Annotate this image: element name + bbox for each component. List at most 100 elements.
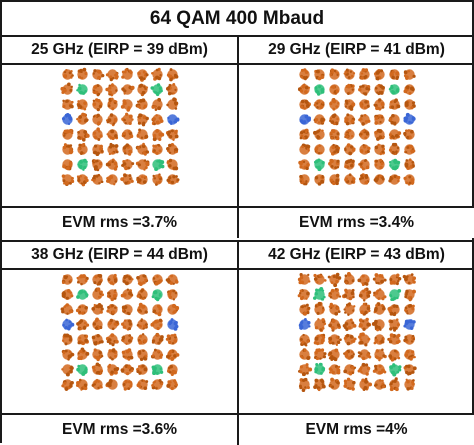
constellation-symbol xyxy=(136,174,148,185)
constellation-symbol xyxy=(121,304,133,316)
pilot-symbol-green xyxy=(76,364,88,376)
constellation-symbol xyxy=(151,67,163,81)
constellation-symbol xyxy=(136,364,148,375)
constellation-symbol xyxy=(313,333,326,346)
constellation-symbol xyxy=(135,98,148,110)
constellation-symbol xyxy=(313,114,326,125)
constellation-symbol xyxy=(152,129,165,142)
constellation-symbol xyxy=(136,128,149,140)
constellation-symbol xyxy=(92,287,104,300)
constellation-symbol xyxy=(137,349,148,362)
pilot-symbol-green xyxy=(151,289,163,302)
constellation-symbol xyxy=(344,83,355,95)
constellation-symbol xyxy=(77,67,88,80)
constellation-symbol xyxy=(60,82,73,95)
constellation-symbol xyxy=(358,114,371,126)
constellation-symbol xyxy=(328,334,342,346)
constellation-symbol xyxy=(343,349,355,360)
constellation-symbol xyxy=(388,318,401,332)
constellation-symbol xyxy=(77,334,89,346)
constellation-diagram xyxy=(60,273,180,391)
constellation-symbol xyxy=(374,128,385,141)
constellation-symbol xyxy=(329,143,341,156)
pilot-symbol-green xyxy=(76,83,88,95)
pilot-symbol-blue xyxy=(299,114,312,125)
constellation-symbol xyxy=(329,97,340,111)
constellation-diagram xyxy=(60,67,180,187)
constellation-symbol xyxy=(62,143,74,155)
constellation-symbol xyxy=(92,113,103,126)
constellation-symbol xyxy=(76,174,89,187)
constellation-symbol xyxy=(328,287,342,300)
constellation-symbol xyxy=(344,143,356,156)
constellation-symbol xyxy=(314,144,325,155)
constellation-symbol xyxy=(61,289,74,300)
constellation-symbol xyxy=(135,159,150,171)
constellation-symbol xyxy=(358,332,371,347)
constellation-symbol xyxy=(107,97,118,111)
constellation-symbol xyxy=(404,99,416,110)
constellation-symbol xyxy=(344,173,356,185)
panel-header: 38 GHz (EIRP = 44 dBm) xyxy=(2,242,237,270)
panel-38ghz: 38 GHz (EIRP = 44 dBm) EVM rms =3.6% xyxy=(2,240,237,445)
constellation-plot xyxy=(2,65,237,208)
constellation-symbol xyxy=(404,378,415,391)
pilot-symbol-blue xyxy=(61,112,73,126)
pilot-symbol-blue xyxy=(298,318,311,330)
pilot-symbol-blue xyxy=(403,319,416,330)
panel-25ghz: 25 GHz (EIRP = 39 dBm) EVM rms =3.7% xyxy=(2,37,237,238)
pilot-symbol-green xyxy=(389,288,402,302)
constellation-symbol xyxy=(122,274,134,286)
constellation-symbol xyxy=(389,69,400,80)
constellation-symbol xyxy=(120,364,134,376)
constellation-symbol xyxy=(358,84,371,96)
constellation-symbol xyxy=(122,379,133,391)
constellation-symbol xyxy=(150,348,164,360)
constellation-symbol xyxy=(61,349,75,361)
constellation-symbol xyxy=(105,333,119,347)
constellation-symbol xyxy=(373,302,386,315)
constellation-symbol xyxy=(91,362,104,376)
constellation-symbol xyxy=(92,317,103,331)
constellation-symbol xyxy=(167,303,180,315)
constellation-symbol xyxy=(329,113,340,126)
constellation-symbol xyxy=(403,84,415,95)
constellation-symbol xyxy=(314,348,327,361)
constellation-symbol xyxy=(91,173,104,185)
constellation-symbol xyxy=(60,303,74,315)
panel-header: 29 GHz (EIRP = 41 dBm) xyxy=(239,37,474,65)
constellation-symbol xyxy=(343,302,356,316)
constellation-symbol xyxy=(373,334,385,345)
constellation-symbol xyxy=(357,274,370,287)
constellation-symbol xyxy=(328,364,341,375)
constellation-symbol xyxy=(358,173,370,185)
constellation-symbol xyxy=(372,364,387,375)
constellation-symbol xyxy=(299,68,310,81)
constellation-symbol xyxy=(165,274,179,285)
constellation-symbol xyxy=(75,378,88,391)
constellation-symbol xyxy=(121,129,134,140)
constellation-symbol xyxy=(105,158,119,171)
constellation-symbol xyxy=(357,349,372,361)
constellation-symbol xyxy=(359,302,371,316)
constellation-symbol xyxy=(107,348,118,361)
constellation-symbol xyxy=(343,364,357,376)
constellation-symbol xyxy=(373,379,387,390)
constellation-plot xyxy=(2,270,237,413)
constellation-symbol xyxy=(151,97,163,111)
constellation-symbol xyxy=(62,159,73,171)
constellation-symbol xyxy=(297,273,311,285)
constellation-symbol xyxy=(299,333,311,347)
constellation-symbol xyxy=(329,84,340,95)
constellation-symbol xyxy=(166,174,180,185)
constellation-symbol xyxy=(313,99,325,110)
constellation-symbol xyxy=(314,318,327,332)
constellation-symbol xyxy=(344,113,356,126)
constellation-symbol xyxy=(61,379,74,391)
constellation-symbol xyxy=(61,364,74,377)
constellation-symbol xyxy=(299,303,311,316)
constellation-symbol xyxy=(92,273,103,286)
constellation-symbol xyxy=(357,362,371,376)
constellation-symbol xyxy=(298,159,310,171)
constellation-symbol xyxy=(92,127,103,141)
